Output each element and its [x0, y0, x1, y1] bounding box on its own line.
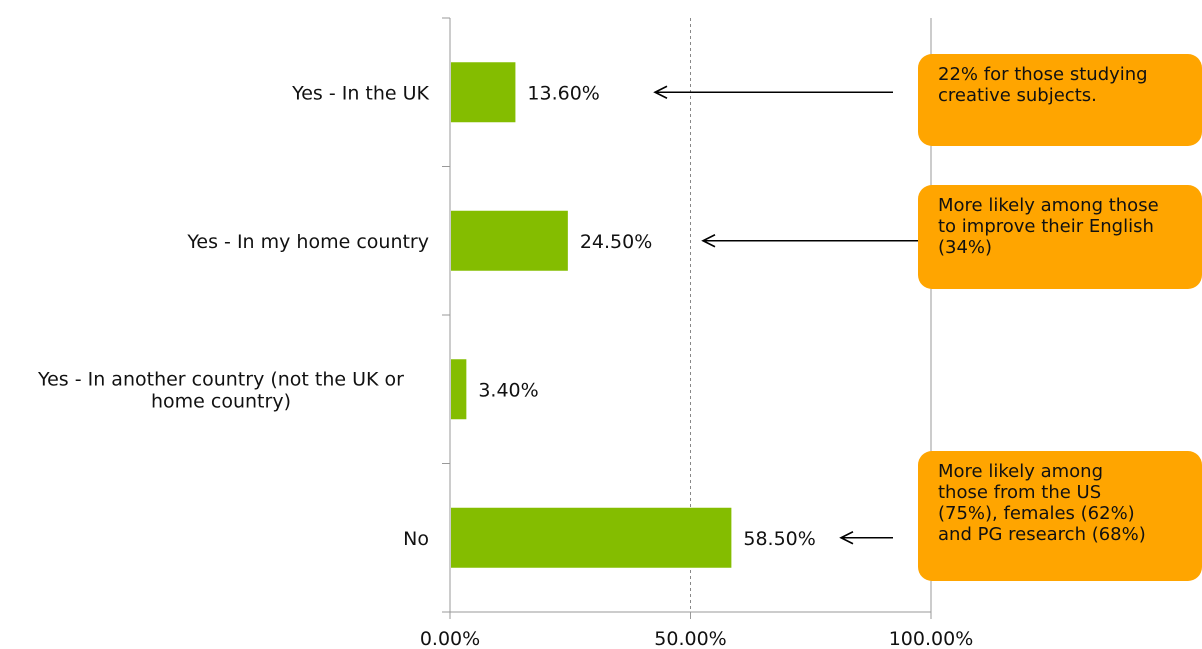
x-tick-label: 50.00% — [654, 628, 726, 649]
bar — [451, 210, 568, 271]
data-label: 13.60% — [527, 82, 599, 104]
callout-arrows-layer — [653, 85, 918, 545]
bar — [451, 62, 516, 123]
bars-layer — [451, 62, 732, 568]
data-label: 58.50% — [743, 528, 815, 550]
x-tick-labels-layer: 0.00% 50.00% 100.00% — [420, 628, 973, 649]
bar — [451, 359, 467, 420]
data-labels-layer: 13.60% 24.50% 3.40% 58.50% — [478, 82, 815, 550]
bar — [451, 507, 732, 568]
callout-no: More likely among those from the US (75%… — [918, 451, 1202, 581]
x-tick-label: 0.00% — [420, 628, 480, 649]
data-label: 24.50% — [580, 231, 652, 253]
x-tick-label: 100.00% — [889, 628, 974, 649]
callout-yes-in-the-uk: 22% for those studying creative subjects… — [918, 54, 1202, 146]
category-label: No — [403, 528, 429, 550]
category-label: Yes - In my home country — [186, 231, 429, 253]
callout-arrowhead — [701, 234, 716, 248]
category-labels-layer: Yes - In the UK Yes - In my home country Y… — [37, 82, 430, 550]
callout-yes-in-my-home-country: More likely among those to improve their… — [918, 185, 1202, 289]
category-label: Yes - In another country (not the UK or h… — [37, 368, 404, 412]
data-label: 3.40% — [478, 379, 538, 401]
callout-arrowhead — [839, 531, 854, 545]
category-label: Yes - In the UK — [291, 82, 429, 104]
callout-arrowhead — [653, 85, 668, 99]
